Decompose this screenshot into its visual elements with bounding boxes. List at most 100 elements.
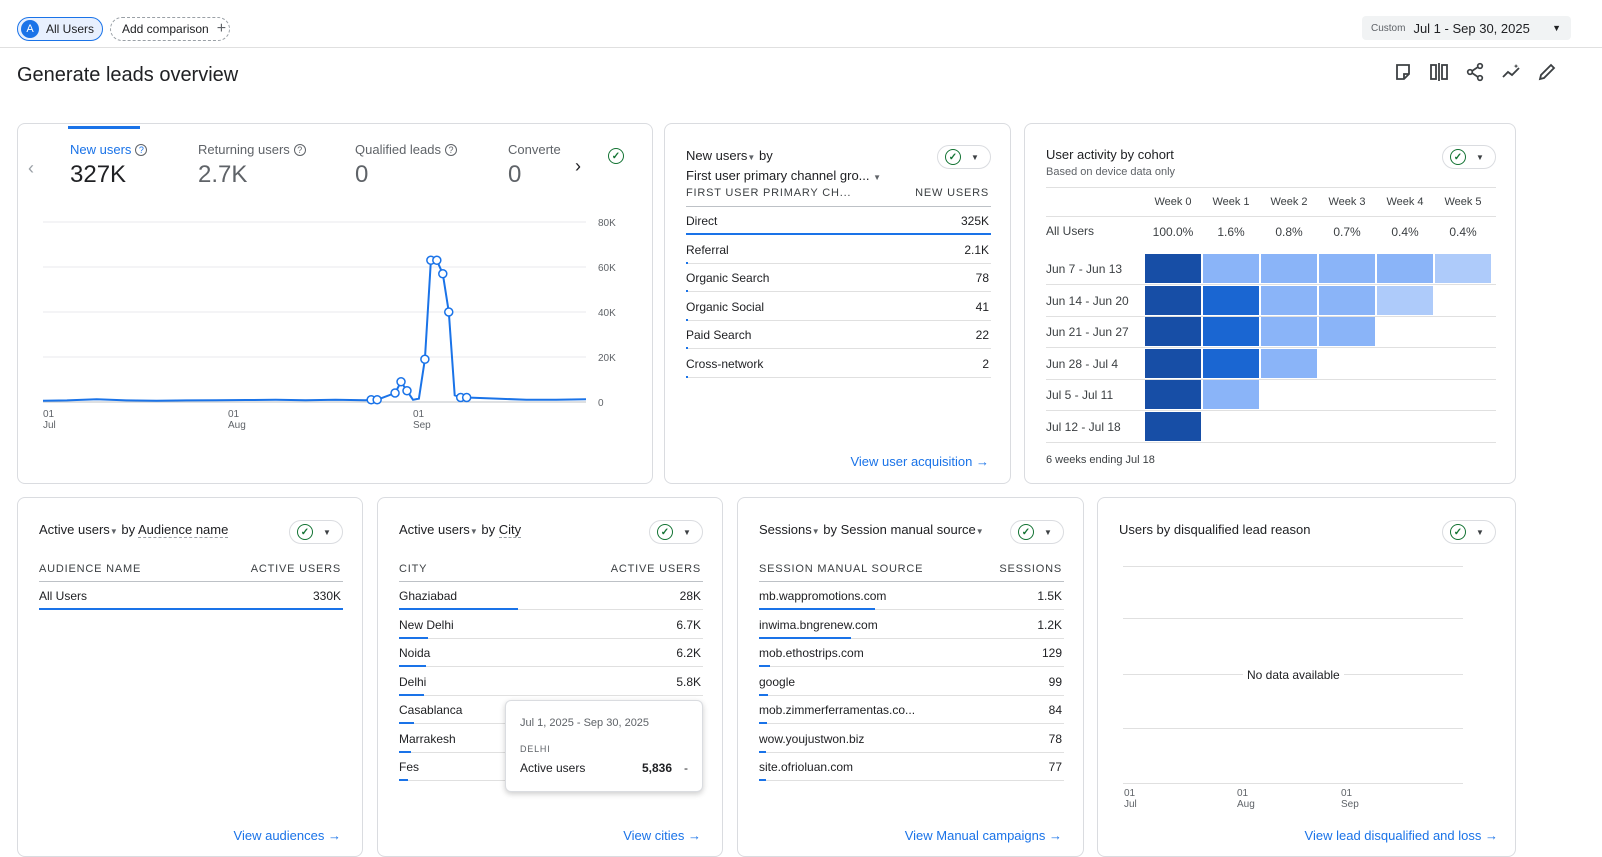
cohort-cell[interactable]: [1261, 254, 1317, 283]
gridline: [1123, 566, 1463, 567]
cohort-cell[interactable]: [1145, 348, 1201, 378]
row-value-bar: [399, 779, 408, 781]
cohort-cell[interactable]: [1145, 411, 1201, 441]
x-tick-day: 01: [413, 409, 425, 420]
x-tick: 01 Aug: [1237, 788, 1255, 810]
metric-label: New users: [70, 142, 132, 157]
cohort-row-label: Jun 21 - Jun 27: [1046, 325, 1129, 339]
arrow-right-icon: →: [688, 828, 701, 843]
row-value-bar: [759, 608, 875, 610]
view-audiences-link[interactable]: View audiences →: [234, 828, 341, 843]
comparison-chip-all-users[interactable]: A All Users: [17, 17, 103, 41]
cohort-row-label: Jul 5 - Jul 11: [1046, 388, 1114, 402]
metric-name: Active users: [39, 522, 110, 537]
arrow-right-icon: →: [328, 828, 341, 843]
row-value-bar: [759, 636, 851, 639]
cohort-all-users-value: 100.0%: [1152, 225, 1194, 239]
annotation-icon[interactable]: [1393, 62, 1413, 82]
data-point-marker: [372, 395, 382, 405]
status-dropdown[interactable]: ✓ ▼: [1442, 145, 1496, 169]
row-value: 129: [1041, 646, 1062, 660]
metric-new-users[interactable]: New users? 327K: [70, 142, 148, 189]
cohort-cell[interactable]: [1145, 317, 1201, 346]
dimension-selector[interactable]: City: [498, 522, 522, 538]
cohort-cell[interactable]: [1203, 254, 1259, 283]
view-manual-campaigns-link[interactable]: View Manual campaigns →: [905, 828, 1062, 843]
metric-label: Qualified leads: [355, 142, 441, 157]
help-icon[interactable]: ?: [135, 144, 148, 156]
metric-selector[interactable]: Active users▼: [399, 522, 478, 537]
status-dropdown[interactable]: ✓ ▼: [1442, 520, 1496, 544]
cohort-cell[interactable]: [1261, 285, 1317, 315]
row-divider: [759, 780, 1064, 781]
share-icon[interactable]: [1465, 62, 1485, 82]
cohort-footer: 6 weeks ending Jul 18: [1046, 454, 1155, 466]
row-value-bar: [686, 261, 688, 264]
view-lead-disqualified-link[interactable]: View lead disqualified and loss →: [1305, 828, 1498, 843]
row-value-bar: [686, 375, 688, 378]
metric-returning-users[interactable]: Returning users? 2.7K: [198, 142, 306, 189]
insights-icon[interactable]: [1501, 62, 1521, 82]
metric-selector[interactable]: Sessions▼: [759, 522, 820, 537]
add-comparison-button[interactable]: Add comparison +: [110, 17, 230, 41]
row-value: 84: [1048, 703, 1062, 717]
view-user-acquisition-link[interactable]: View user acquisition →: [850, 454, 989, 469]
cohort-cell[interactable]: [1203, 348, 1259, 378]
cohort-cell[interactable]: [1261, 317, 1317, 346]
cohort-cell[interactable]: [1203, 317, 1259, 346]
dimension-selector[interactable]: by Session manual source▼: [823, 522, 983, 537]
caret-down-icon: ▼: [1476, 527, 1484, 537]
date-range-picker[interactable]: Custom Jul 1 - Sep 30, 2025 ▼: [1362, 16, 1571, 40]
gridline: [1123, 783, 1463, 784]
status-dropdown[interactable]: ✓ ▼: [937, 145, 991, 169]
cohort-week-header: Week 0: [1154, 196, 1192, 208]
cohort-all-users-value: 0.4%: [1391, 225, 1419, 239]
cohort-cell[interactable]: [1203, 285, 1259, 315]
tooltip-dimension: DELHI: [520, 744, 551, 754]
metric-conversions[interactable]: Converte 0: [508, 142, 568, 189]
cohort-cell[interactable]: [1261, 348, 1317, 378]
row-value-bar: [399, 665, 426, 667]
status-dropdown[interactable]: ✓ ▼: [1010, 520, 1064, 544]
status-dropdown[interactable]: ✓ ▼: [289, 520, 343, 544]
help-icon[interactable]: ?: [445, 144, 457, 156]
card-title: User activity by cohort: [1046, 147, 1174, 162]
cohort-cell[interactable]: [1145, 380, 1201, 409]
cohort-cell[interactable]: [1203, 380, 1259, 409]
status-dropdown[interactable]: ✓ ▼: [649, 520, 703, 544]
card-subtitle: Based on device data only: [1046, 166, 1176, 178]
row-divider: [686, 262, 991, 264]
dimension-selector[interactable]: First user primary channel gro... ▼: [686, 168, 881, 183]
cohort-cell[interactable]: [1319, 254, 1375, 283]
metric-qualified-leads[interactable]: Qualified leads? 0: [355, 142, 457, 189]
cohort-card: User activity by cohort Based on device …: [1024, 123, 1516, 484]
view-cities-link[interactable]: View cities →: [623, 828, 701, 843]
metric-selector[interactable]: New users▼: [686, 148, 755, 163]
caret-down-icon: ▼: [683, 527, 691, 537]
cohort-cell[interactable]: [1435, 254, 1491, 283]
row-value: 1.2K: [1037, 617, 1062, 632]
metric-selector[interactable]: Active users▼: [39, 522, 118, 537]
cohort-cell[interactable]: [1319, 317, 1375, 346]
cohort-cell[interactable]: [1145, 285, 1201, 315]
help-icon[interactable]: ?: [293, 144, 306, 156]
dimension-selector[interactable]: Audience name: [138, 522, 229, 538]
cohort-cell[interactable]: [1377, 285, 1433, 315]
cohort-cell[interactable]: [1319, 285, 1375, 315]
col-header-metric[interactable]: SESSIONS: [999, 563, 1062, 575]
link-label: View user acquisition: [850, 454, 973, 469]
col-header-metric[interactable]: ACTIVE USERS: [610, 563, 701, 575]
edit-pencil-icon[interactable]: [1537, 62, 1557, 82]
col-header-metric[interactable]: NEW USERS: [915, 187, 989, 199]
cohort-cell[interactable]: [1377, 254, 1433, 283]
data-point-marker: [390, 388, 400, 398]
compare-columns-icon[interactable]: [1429, 62, 1449, 82]
cohort-cell[interactable]: [1145, 254, 1201, 283]
row-value: 6.2K: [676, 646, 701, 660]
chevron-right-icon[interactable]: ›: [575, 156, 581, 176]
row-divider: [759, 637, 1064, 639]
chevron-left-icon[interactable]: ‹: [28, 158, 34, 178]
col-header-metric[interactable]: ACTIVE USERS: [250, 563, 341, 575]
add-comparison-label: Add comparison: [122, 22, 209, 36]
y-tick: 60K: [598, 263, 616, 274]
